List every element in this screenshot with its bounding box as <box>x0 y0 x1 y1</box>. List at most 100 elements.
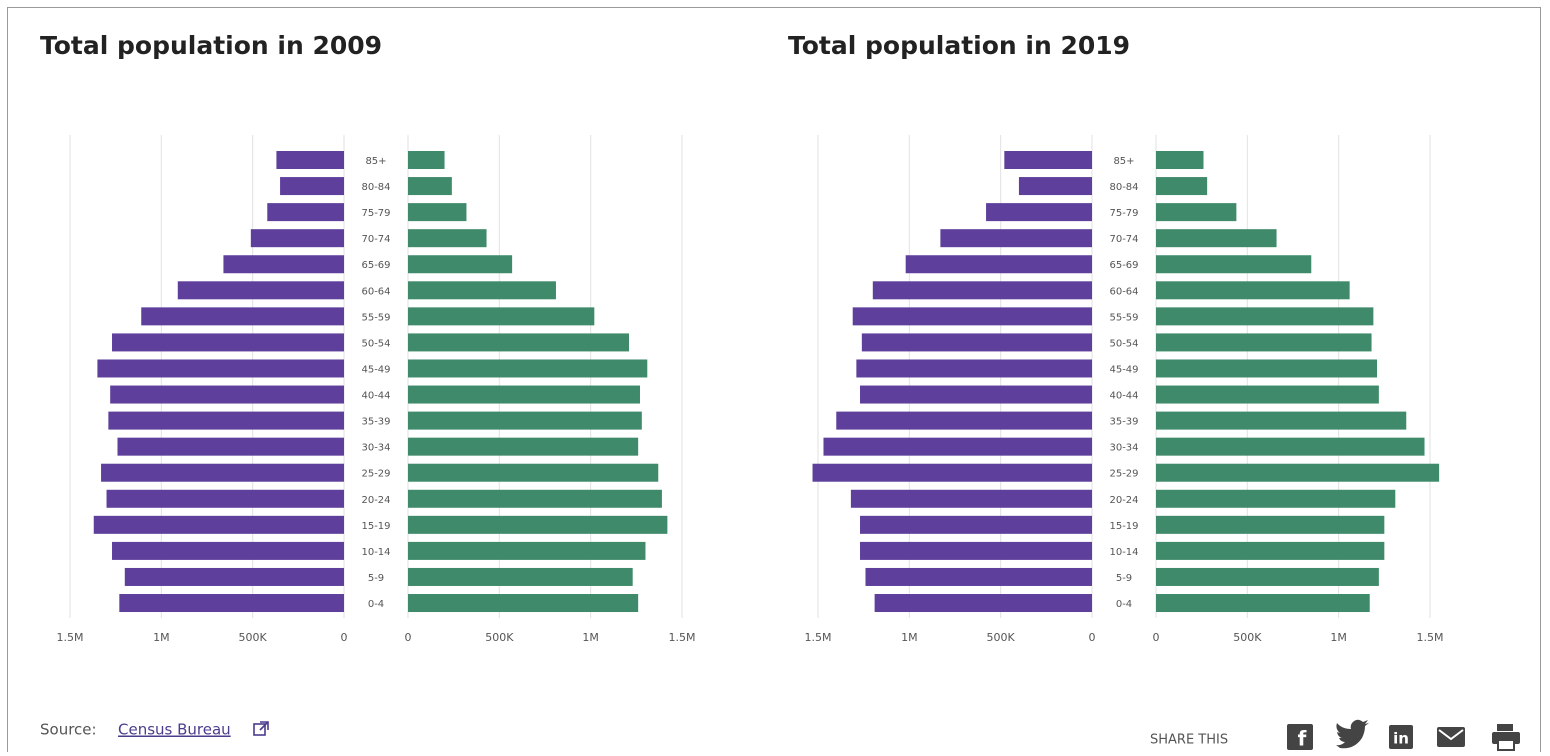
x-tick-label: 1M <box>153 631 170 644</box>
bar <box>408 307 595 326</box>
bar <box>1156 594 1370 613</box>
category-label: 25-29 <box>361 469 390 480</box>
bar <box>408 333 630 352</box>
bar <box>112 541 344 560</box>
bar <box>408 567 633 586</box>
source-link[interactable]: Census Bureau <box>118 721 231 739</box>
bar <box>1156 255 1312 274</box>
x-tick-label: 1M <box>1330 631 1347 644</box>
category-label: 85+ <box>1113 156 1134 167</box>
bar <box>1156 177 1208 196</box>
bar <box>119 594 344 613</box>
bar <box>112 333 344 352</box>
category-label: 60-64 <box>361 286 390 297</box>
x-tick-label: 1M <box>582 631 599 644</box>
category-label: 80-84 <box>1109 182 1138 193</box>
category-label: 70-74 <box>361 234 390 245</box>
category-label: 30-34 <box>1109 443 1138 454</box>
chart-title: Total population in 2009 <box>40 31 382 60</box>
bar <box>276 151 344 169</box>
bar <box>856 359 1092 378</box>
print-icon[interactable] <box>1492 724 1520 751</box>
facebook-icon[interactable]: f <box>1287 724 1313 751</box>
x-tick-label: 500K <box>485 631 514 644</box>
bar <box>850 489 1092 508</box>
category-label: 15-19 <box>361 521 390 532</box>
bar <box>408 541 646 560</box>
bar <box>852 307 1092 326</box>
x-tick-label: 500K <box>987 631 1016 644</box>
bar <box>1156 489 1396 508</box>
bar <box>1156 203 1237 222</box>
category-label: 20-24 <box>1109 495 1138 506</box>
bar <box>408 229 487 248</box>
category-label: 10-14 <box>1109 547 1138 558</box>
bar <box>177 281 344 300</box>
bar <box>408 411 642 430</box>
bar <box>1156 359 1378 378</box>
category-label: 55-59 <box>1109 312 1138 323</box>
bar <box>986 203 1092 222</box>
bar <box>408 255 513 274</box>
email-icon[interactable] <box>1437 727 1465 747</box>
bar <box>408 385 640 404</box>
twitter-icon[interactable] <box>1336 719 1369 749</box>
x-tick-label: 0 <box>405 631 412 644</box>
chart-title: Total population in 2019 <box>788 31 1130 60</box>
category-label: 65-69 <box>361 260 390 271</box>
bar <box>1156 541 1385 560</box>
bar <box>1156 411 1407 430</box>
bar <box>861 333 1092 352</box>
category-label: 35-39 <box>1109 417 1138 428</box>
x-tick-label: 1.5M <box>1417 631 1444 644</box>
bar <box>108 411 344 430</box>
bar <box>1156 437 1425 456</box>
x-tick-label: 1.5M <box>805 631 832 644</box>
svg-text:f: f <box>1298 727 1307 751</box>
bar <box>101 463 344 482</box>
bar <box>1156 385 1379 404</box>
bar <box>408 281 556 300</box>
bar <box>1156 567 1379 586</box>
category-label: 40-44 <box>361 391 390 402</box>
bar <box>1156 515 1385 534</box>
bar <box>110 385 344 404</box>
category-label: 10-14 <box>361 547 390 558</box>
category-label: 5-9 <box>368 573 384 584</box>
bar <box>408 594 639 613</box>
bar <box>1156 333 1372 352</box>
bar <box>823 437 1092 456</box>
bar <box>874 594 1092 613</box>
x-tick-label: 0 <box>1153 631 1160 644</box>
bar <box>408 359 648 378</box>
category-label: 50-54 <box>361 338 390 349</box>
bar <box>141 307 344 326</box>
bar <box>812 463 1092 482</box>
bar <box>408 489 662 508</box>
x-tick-label: 1.5M <box>57 631 84 644</box>
category-label: 75-79 <box>1109 208 1138 219</box>
bar <box>408 515 668 534</box>
category-label: 0-4 <box>1116 599 1132 610</box>
svg-text:in: in <box>1393 730 1409 748</box>
linkedin-icon[interactable]: in <box>1389 725 1413 749</box>
external-link-icon <box>253 721 269 736</box>
category-label: 20-24 <box>361 495 390 506</box>
category-label: 50-54 <box>1109 338 1138 349</box>
x-tick-label: 1.5M <box>669 631 696 644</box>
category-label: 75-79 <box>361 208 390 219</box>
bar <box>408 177 452 196</box>
bar <box>1004 151 1092 169</box>
bar <box>860 541 1092 560</box>
bar <box>267 203 344 222</box>
bar <box>1156 229 1277 248</box>
bar <box>1156 151 1204 169</box>
x-tick-label: 0 <box>1089 631 1096 644</box>
bar <box>97 359 345 378</box>
category-label: 65-69 <box>1109 260 1138 271</box>
category-label: 45-49 <box>1109 364 1138 375</box>
bar <box>905 255 1092 274</box>
bar <box>408 151 445 169</box>
bar <box>408 463 659 482</box>
